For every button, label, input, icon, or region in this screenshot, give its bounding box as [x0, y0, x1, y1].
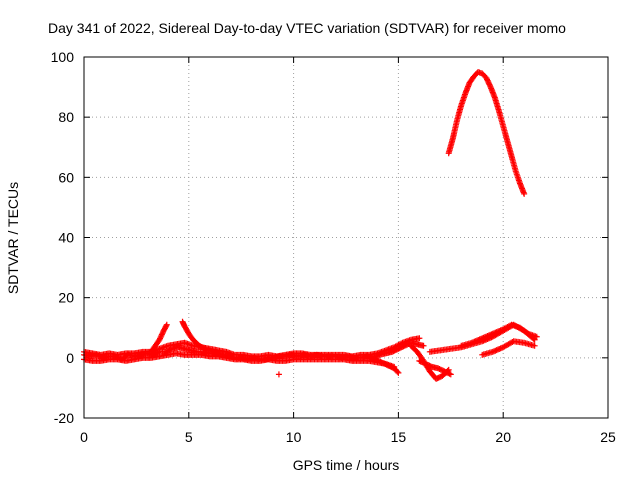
series-spike-3h	[148, 321, 170, 355]
plot-frame	[83, 56, 609, 419]
data-point	[201, 345, 208, 352]
y-tick-label: 0	[66, 350, 74, 366]
data-point	[398, 340, 405, 347]
y-tick-label: -20	[54, 410, 74, 426]
x-tick-label: 25	[600, 429, 616, 445]
series-spike-4.7h	[179, 318, 226, 358]
series-high-arc	[445, 69, 528, 197]
series-cross-17h	[416, 357, 454, 378]
data-point	[420, 342, 427, 349]
y-tick-label: 60	[58, 169, 74, 185]
data-point	[446, 370, 453, 377]
x-axis-label: GPS time / hours	[293, 457, 400, 473]
y-tick-label: 40	[58, 230, 74, 246]
data-point	[533, 333, 540, 340]
x-tick-label: 20	[495, 429, 511, 445]
gridlines	[84, 57, 608, 418]
data-point	[531, 342, 538, 349]
x-tick-label: 15	[391, 429, 407, 445]
data-point	[395, 369, 402, 376]
series-outlier	[275, 371, 282, 378]
data-point	[521, 190, 528, 197]
series-lower-19-21h	[479, 338, 538, 358]
data-point	[275, 371, 282, 378]
tick-labels: 0 5 10 15 20 25 -20 0 20 40 60 80 100	[51, 49, 616, 445]
data-point	[531, 336, 538, 343]
y-tick-label: 100	[51, 49, 75, 65]
data-point	[394, 368, 401, 375]
data-point	[163, 322, 170, 329]
series-upper-18-21h	[458, 321, 540, 349]
series-drop-14h	[366, 354, 402, 376]
x-tick-label: 0	[80, 429, 88, 445]
y-tick-label: 20	[58, 290, 74, 306]
chart-title: Day 341 of 2022, Sidereal Day-to-day VTE…	[48, 20, 566, 36]
x-tick-label: 5	[185, 429, 193, 445]
y-tick-label: 80	[58, 109, 74, 125]
x-tick-label: 10	[286, 429, 302, 445]
axis-ticks	[83, 56, 609, 419]
data-point	[163, 321, 170, 328]
data-point	[447, 371, 454, 378]
y-axis-label: SDTVAR / TECUs	[5, 182, 21, 294]
data-point	[416, 335, 423, 342]
data-marks	[81, 69, 540, 382]
data-point	[219, 351, 226, 358]
